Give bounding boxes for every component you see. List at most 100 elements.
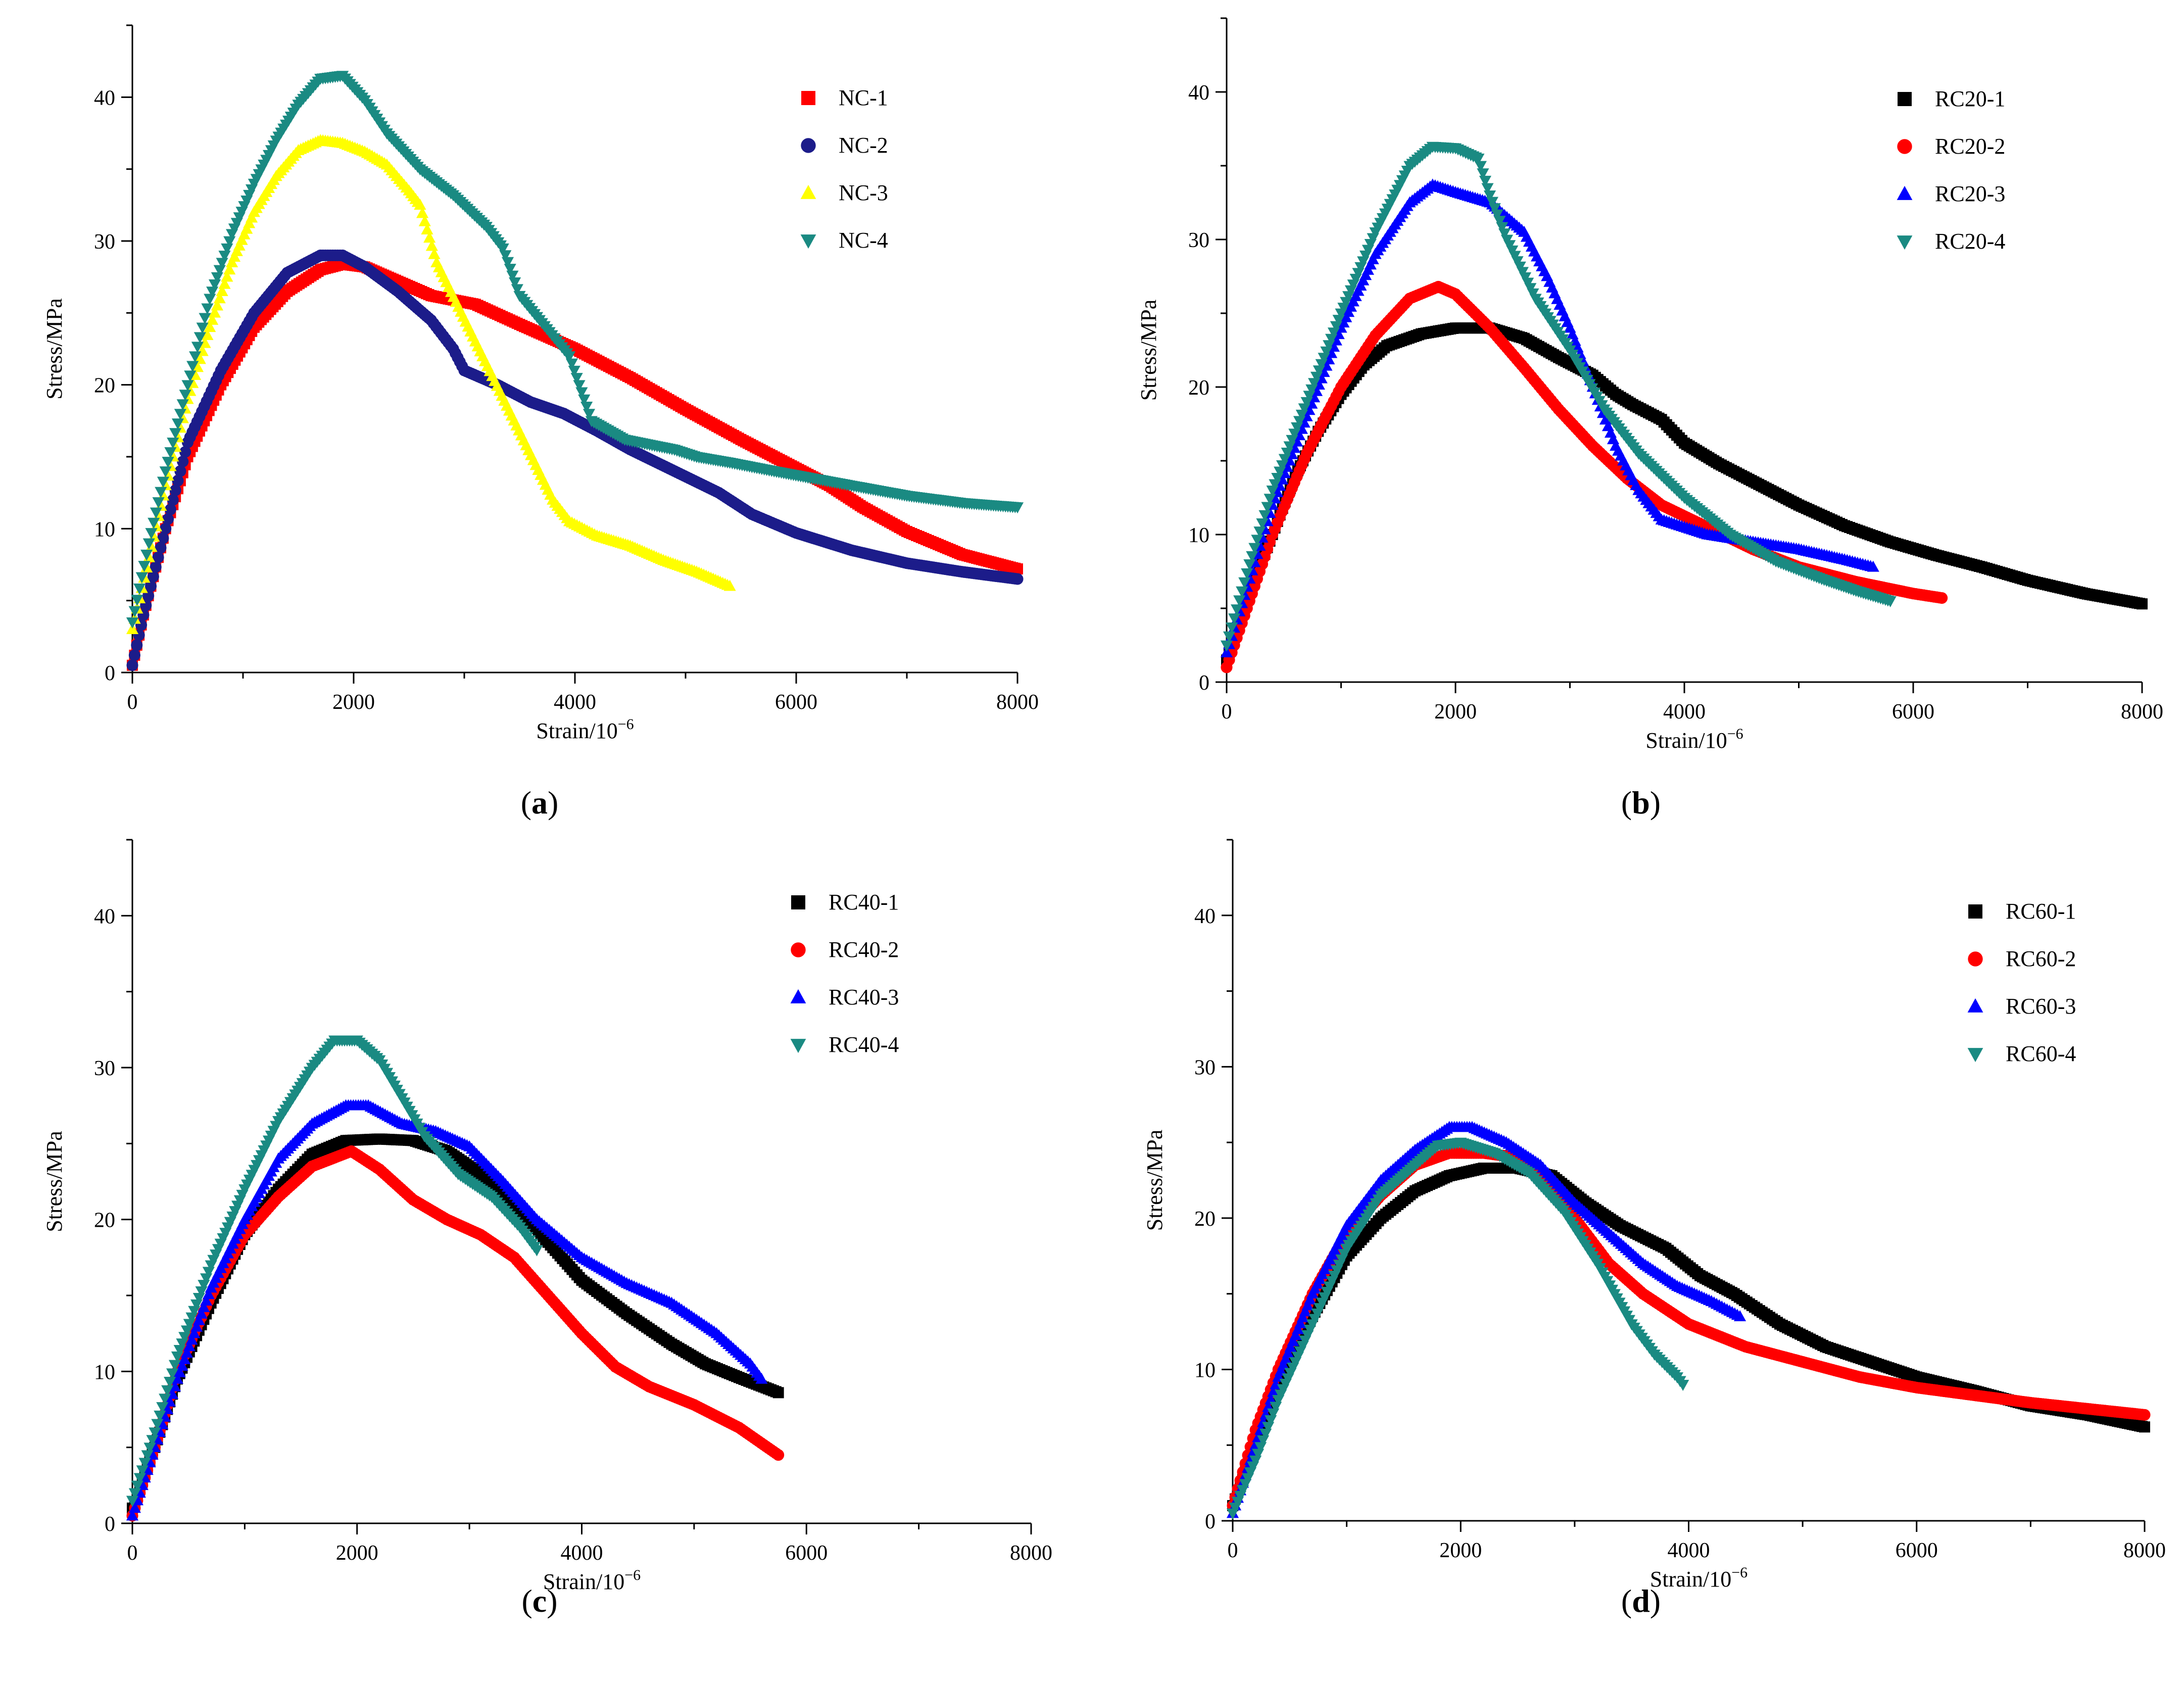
data-point	[184, 370, 197, 382]
series-RC40-1	[127, 1133, 784, 1514]
data-point	[1236, 586, 1248, 598]
data-point	[196, 322, 209, 334]
data-point	[157, 476, 170, 488]
data-point	[233, 239, 246, 251]
data-point	[176, 1359, 188, 1371]
legend-label: RC40-4	[829, 1032, 899, 1057]
data-point	[168, 1360, 181, 1371]
data-point	[199, 336, 211, 348]
data-point	[174, 409, 186, 420]
data-point	[1256, 518, 1269, 530]
data-point	[155, 542, 167, 554]
series-NC-4	[126, 71, 1024, 629]
data-point	[164, 447, 177, 459]
data-point	[180, 1346, 193, 1358]
data-point	[162, 457, 174, 468]
y-tick-label: 0	[1199, 671, 1209, 695]
data-point	[171, 418, 184, 430]
panel-caption: (b)	[1621, 785, 1661, 821]
data-point	[1282, 1346, 1294, 1358]
y-tick-label: 20	[1188, 376, 1209, 400]
x-tick-label: 8000	[1010, 1542, 1052, 1565]
data-point	[530, 1245, 543, 1257]
data-point	[186, 361, 199, 372]
data-point	[568, 365, 580, 377]
legend-label: RC20-1	[1935, 86, 2005, 111]
data-point	[565, 358, 578, 370]
y-axis-label: Stress/MPa	[42, 1131, 67, 1232]
data-point	[504, 264, 516, 275]
data-point	[1483, 190, 1496, 202]
legend-marker	[1897, 139, 1912, 154]
data-point	[155, 487, 167, 498]
y-tick-label: 10	[94, 1361, 115, 1384]
data-point	[511, 284, 523, 296]
y-tick-label: 10	[94, 518, 115, 541]
legend-marker	[1897, 235, 1913, 250]
data-point	[243, 217, 256, 228]
data-point	[1251, 535, 1264, 546]
data-point	[195, 1307, 208, 1319]
series-RC60-4	[1226, 1137, 1689, 1520]
legend-label: RC60-1	[2006, 899, 2076, 924]
y-tick-label: 30	[1188, 229, 1209, 252]
y-tick-label: 40	[94, 86, 115, 110]
data-point	[1488, 203, 1501, 215]
data-point	[192, 1314, 205, 1325]
data-point	[414, 199, 426, 210]
data-point	[1241, 568, 1253, 580]
data-point	[1279, 1353, 1292, 1364]
panel-caption: (c)	[521, 1583, 557, 1619]
data-point	[428, 248, 441, 259]
data-point	[126, 1509, 139, 1521]
data-point	[138, 561, 151, 572]
data-point	[147, 570, 159, 583]
data-point	[226, 256, 238, 268]
series-RC40-4	[126, 1035, 543, 1507]
data-point	[206, 313, 219, 325]
data-point	[141, 1450, 154, 1462]
data-point	[1287, 1335, 1299, 1346]
y-tick-label: 0	[1205, 1510, 1216, 1533]
data-point	[144, 580, 157, 592]
data-point	[1284, 1340, 1297, 1352]
data-point	[149, 1427, 161, 1439]
legend-label: RC60-4	[2006, 1041, 2076, 1066]
legend-marker	[791, 942, 806, 957]
data-point	[161, 1385, 174, 1397]
data-point	[1258, 510, 1271, 521]
data-point	[172, 474, 184, 487]
legend-marker	[1967, 998, 1983, 1013]
data-point	[211, 299, 223, 311]
y-tick-label: 0	[105, 662, 115, 685]
data-point	[1261, 502, 1274, 513]
data-point	[1246, 551, 1258, 562]
data-point	[160, 522, 172, 535]
data-point	[563, 351, 576, 363]
data-point	[235, 233, 248, 245]
data-point	[1474, 161, 1487, 172]
data-point	[169, 428, 182, 440]
data-point	[164, 503, 176, 515]
legend-label: NC-2	[839, 133, 888, 158]
data-point	[1289, 1329, 1302, 1340]
x-tick-label: 8000	[996, 691, 1039, 714]
data-point	[154, 1410, 166, 1422]
x-tick-label: 6000	[1896, 1539, 1938, 1562]
y-axis-label: Stress/MPa	[1136, 300, 1161, 401]
chart-panel-b: 0 2000 4000 6000 8000010203040Strain/10−6Str…	[1136, 17, 2163, 821]
data-point	[580, 402, 593, 413]
data-point	[1884, 596, 1897, 608]
series-NC-3	[126, 134, 736, 634]
x-tick-label: 2000	[1434, 700, 1477, 724]
data-point	[1012, 563, 1023, 575]
data-point	[140, 549, 153, 561]
y-tick-label: 20	[94, 374, 115, 398]
data-point	[148, 517, 160, 529]
data-point	[128, 1488, 141, 1500]
data-point	[2137, 598, 2148, 610]
y-tick-label: 20	[1194, 1208, 1216, 1231]
data-point	[167, 494, 179, 506]
data-point	[755, 1372, 768, 1384]
